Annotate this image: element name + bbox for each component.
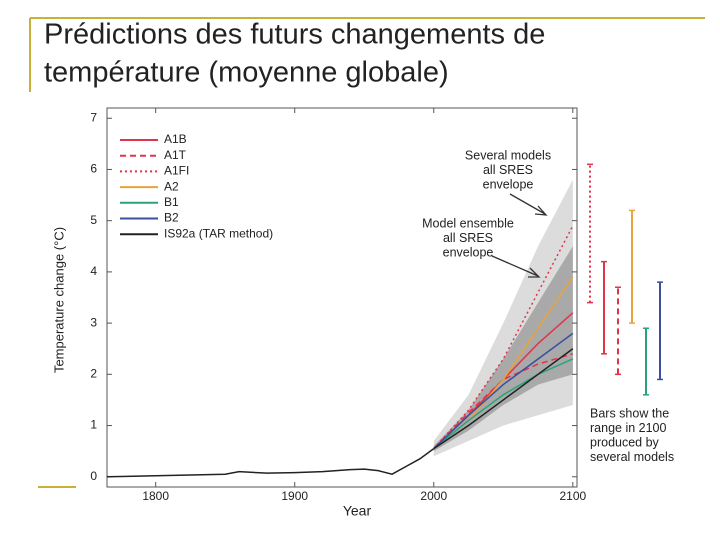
envelope: [433, 246, 573, 452]
legend-label: A1B: [164, 132, 187, 146]
legend-label: A1FI: [164, 164, 189, 178]
x-tick-label: 1900: [281, 489, 308, 503]
y-tick-label: 3: [90, 315, 97, 329]
y-tick-label: 7: [90, 110, 97, 124]
annotation: all SRES: [483, 163, 533, 177]
series-line: [433, 348, 574, 450]
legend-label: A2: [164, 179, 179, 193]
annotation: Model ensemble: [422, 216, 514, 230]
annotation: Several models: [465, 148, 551, 162]
legend-label: IS92a (TAR method): [164, 226, 273, 240]
annotation: envelope: [443, 245, 494, 259]
annotation: range in 2100: [590, 421, 667, 435]
y-tick-label: 5: [90, 213, 97, 227]
annotation-arrow: [509, 193, 548, 216]
slide-title: température (moyenne globale): [44, 57, 449, 89]
x-tick-label: 2000: [420, 489, 447, 503]
annotation: all SRES: [443, 231, 493, 245]
y-tick-label: 2: [90, 366, 97, 380]
legend-label: B1: [164, 195, 179, 209]
series-line: [106, 447, 435, 478]
y-tick-label: 1: [90, 418, 97, 432]
annotation: produced by: [590, 435, 660, 449]
annotation: several models: [590, 450, 674, 464]
y-axis-label: Temperature change (°C): [51, 227, 66, 373]
y-tick-label: 4: [90, 264, 97, 278]
y-tick-label: 0: [90, 469, 97, 483]
y-tick-label: 6: [90, 162, 97, 176]
x-tick-label: 1800: [142, 489, 169, 503]
legend-label: A1T: [164, 148, 187, 162]
series-line: [433, 353, 574, 450]
annotation: Bars show the: [590, 406, 669, 420]
legend-label: B2: [164, 211, 179, 225]
x-tick-label: 2100: [559, 489, 586, 503]
slide-title: Prédictions des futurs changements de: [44, 19, 545, 51]
envelope: [433, 179, 573, 457]
annotation: envelope: [483, 177, 534, 191]
series-line: [433, 358, 574, 450]
x-axis-label: Year: [343, 503, 372, 519]
annotation-arrow: [491, 255, 541, 278]
series-line: [433, 332, 574, 450]
